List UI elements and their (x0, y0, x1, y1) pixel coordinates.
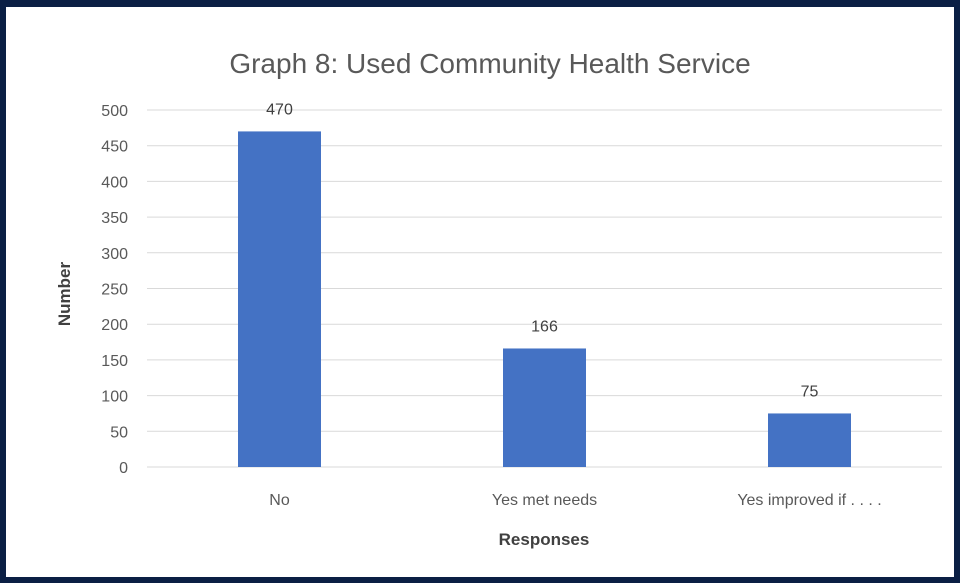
bar-chart: Graph 8: Used Community Health Service 0… (55, 48, 942, 549)
y-axis-title: Number (55, 262, 74, 327)
x-axis-title: Responses (499, 530, 590, 549)
chart-title: Graph 8: Used Community Health Service (229, 48, 750, 79)
bar-1 (238, 131, 321, 468)
data-labels: 470 166 75 (266, 101, 818, 400)
y-tick-label: 200 (101, 317, 128, 334)
x-tick-labels: No Yes met needs Yes improved if . . . . (269, 492, 881, 509)
y-tick-label: 150 (101, 353, 128, 370)
bars (238, 131, 851, 468)
category-label: No (269, 492, 290, 509)
y-tick-label: 350 (101, 210, 128, 227)
data-label: 166 (531, 318, 558, 335)
data-label: 470 (266, 101, 293, 118)
data-label: 75 (801, 383, 819, 400)
y-tick-label: 400 (101, 174, 128, 191)
bar-3 (768, 413, 851, 467)
y-tick-label: 100 (101, 389, 128, 406)
category-label: Yes improved if . . . . (737, 492, 881, 509)
y-tick-label: 300 (101, 246, 128, 263)
y-tick-labels: 0 50 100 150 200 250 300 350 400 450 500 (101, 103, 128, 477)
bar-2 (503, 348, 586, 467)
y-tick-label: 50 (110, 424, 128, 441)
category-label: Yes met needs (492, 492, 597, 509)
y-tick-label: 250 (101, 282, 128, 299)
y-tick-label: 500 (101, 103, 128, 120)
y-tick-label: 0 (119, 460, 128, 477)
y-tick-label: 450 (101, 139, 128, 156)
